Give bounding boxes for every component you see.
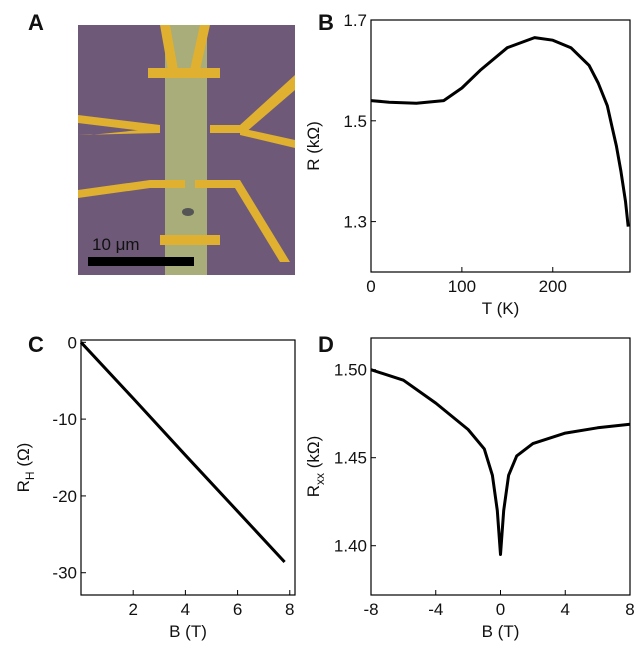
panel-label: A xyxy=(28,10,44,35)
y-label-rest: (kΩ) xyxy=(304,436,323,473)
x-tick-label: 2 xyxy=(128,600,137,619)
x-tick-label: 4 xyxy=(561,600,570,619)
y-label-sub: H xyxy=(23,471,37,480)
y-tick-label: 1.50 xyxy=(334,361,367,380)
panel-label: C xyxy=(28,332,44,357)
x-tick-label: 0 xyxy=(366,277,375,296)
y-axis-label: Rxx (kΩ) xyxy=(304,436,327,498)
x-tick-label: 0 xyxy=(496,600,505,619)
x-axis-label: B (T) xyxy=(482,622,520,641)
y-tick-label: 1.5 xyxy=(343,112,367,131)
panel-label: D xyxy=(318,332,334,357)
plot-frame xyxy=(370,337,631,596)
y-tick-label: 1.45 xyxy=(334,449,367,468)
x-tick-label: 100 xyxy=(448,277,476,296)
plot-frame xyxy=(370,19,631,273)
y-axis-label: R (kΩ) xyxy=(304,121,323,171)
y-label-base: R xyxy=(304,485,323,497)
y-axis-label: RH (Ω) xyxy=(14,443,37,493)
x-tick-label: -8 xyxy=(363,600,378,619)
y-tick-label: 1.40 xyxy=(334,537,367,556)
data-line xyxy=(370,36,630,227)
y-label-base: R xyxy=(14,480,33,492)
x-tick-label: 4 xyxy=(181,600,190,619)
y-tick-label: -30 xyxy=(52,564,77,583)
plot-frame xyxy=(80,339,296,596)
x-axis-label: B (T) xyxy=(169,622,207,641)
x-tick-label: 8 xyxy=(285,600,294,619)
panel-label: B xyxy=(318,10,334,35)
y-tick-label: 0 xyxy=(68,333,77,352)
x-tick-label: 6 xyxy=(233,600,242,619)
y-tick-label: -20 xyxy=(52,487,77,506)
scale-bar-label: 10 μm xyxy=(92,235,140,254)
x-axis-label: T (K) xyxy=(482,299,519,318)
data-line xyxy=(79,341,286,564)
micrograph: 10 μm A xyxy=(28,10,295,275)
x-tick-label: 8 xyxy=(625,600,634,619)
y-label-rest: (Ω) xyxy=(14,443,33,472)
x-tick-label: -4 xyxy=(428,600,443,619)
y-label-sub: xx xyxy=(313,473,327,485)
x-tick-label: 200 xyxy=(539,277,567,296)
data-line xyxy=(370,368,631,556)
y-tick-label: -10 xyxy=(52,410,77,429)
y-tick-label: 1.3 xyxy=(343,213,367,232)
y-tick-label: 1.7 xyxy=(343,11,367,30)
